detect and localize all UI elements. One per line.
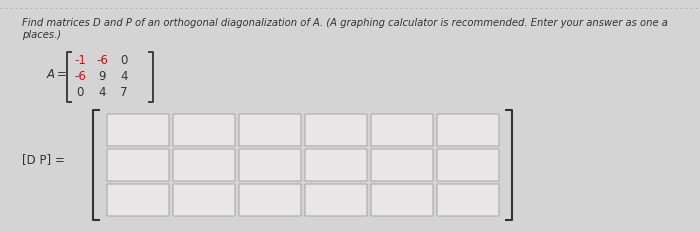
Text: 4: 4: [98, 85, 106, 98]
Text: 4: 4: [120, 70, 127, 82]
Text: 7: 7: [120, 85, 127, 98]
Text: [D P] =: [D P] =: [22, 154, 64, 167]
FancyBboxPatch shape: [437, 149, 499, 181]
FancyBboxPatch shape: [173, 114, 235, 146]
FancyBboxPatch shape: [437, 114, 499, 146]
FancyBboxPatch shape: [239, 114, 301, 146]
Text: -6: -6: [74, 70, 86, 82]
Text: 0: 0: [76, 85, 84, 98]
FancyBboxPatch shape: [437, 184, 499, 216]
FancyBboxPatch shape: [305, 184, 367, 216]
FancyBboxPatch shape: [239, 149, 301, 181]
Text: places.): places.): [22, 30, 61, 40]
FancyBboxPatch shape: [371, 114, 433, 146]
FancyBboxPatch shape: [371, 184, 433, 216]
Text: -1: -1: [74, 54, 86, 67]
Text: 0: 0: [120, 54, 127, 67]
FancyBboxPatch shape: [173, 184, 235, 216]
FancyBboxPatch shape: [371, 149, 433, 181]
FancyBboxPatch shape: [107, 184, 169, 216]
FancyBboxPatch shape: [107, 149, 169, 181]
Text: 9: 9: [98, 70, 106, 82]
FancyBboxPatch shape: [305, 114, 367, 146]
Text: $A = $: $A = $: [46, 69, 68, 82]
FancyBboxPatch shape: [107, 114, 169, 146]
Text: Find matrices D and P of an orthogonal diagonalization of A. (A graphing calcula: Find matrices D and P of an orthogonal d…: [22, 18, 668, 28]
FancyBboxPatch shape: [305, 149, 367, 181]
Text: -6: -6: [96, 54, 108, 67]
FancyBboxPatch shape: [173, 149, 235, 181]
FancyBboxPatch shape: [239, 184, 301, 216]
